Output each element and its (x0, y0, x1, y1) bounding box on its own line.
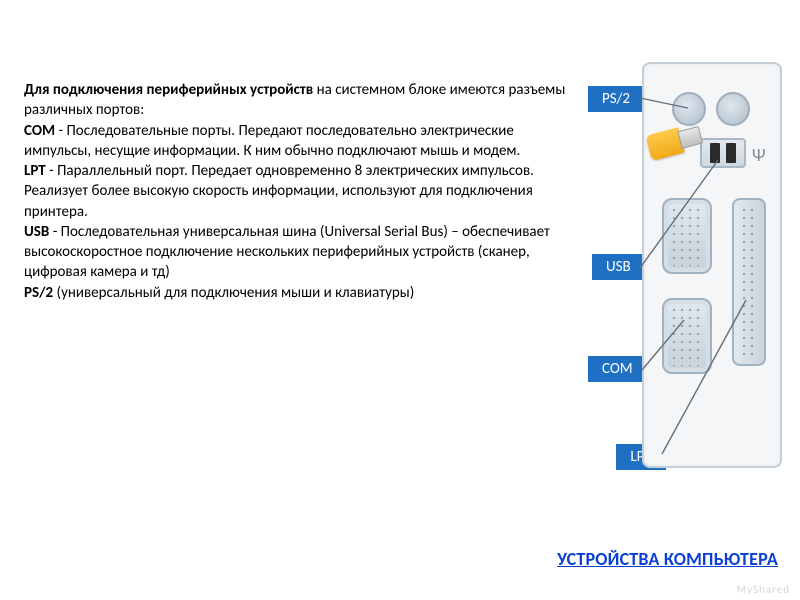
usb-label: USB (24, 223, 49, 241)
ps2-port-2 (716, 92, 750, 126)
devices-link[interactable]: УСТРОЙСТВА КОМПЬЮТЕРА (557, 548, 778, 570)
ps2-text: (универсальный для подключения мыши и кл… (53, 284, 414, 302)
usb-slot-1 (710, 143, 720, 163)
com-port-2 (662, 298, 712, 374)
watermark: MyShared (737, 583, 790, 596)
com-label: COM (24, 122, 55, 140)
lpt-port (732, 198, 766, 366)
usb-slot-2 (726, 143, 736, 163)
label-usb: USB (592, 254, 645, 280)
description-text: Для подключения периферийных устройств н… (24, 80, 574, 303)
ps2-label: PS/2 (24, 284, 53, 302)
com-port-1 (662, 198, 712, 274)
usb-symbol-icon: Ψ (752, 144, 766, 166)
usb-plug-metal (677, 126, 703, 149)
usb-text: - Последовательная универсальная шина (U… (24, 223, 550, 282)
lpt-label: LPT (24, 162, 46, 180)
label-com: COM (588, 356, 647, 382)
com-text: - Последовательные порты. Передают после… (24, 122, 520, 160)
label-ps2: PS/2 (588, 86, 644, 112)
lpt-text: - Параллельный порт. Передает одновремен… (24, 162, 534, 221)
intro-bold: Для подключения периферийных устройств (24, 81, 313, 99)
